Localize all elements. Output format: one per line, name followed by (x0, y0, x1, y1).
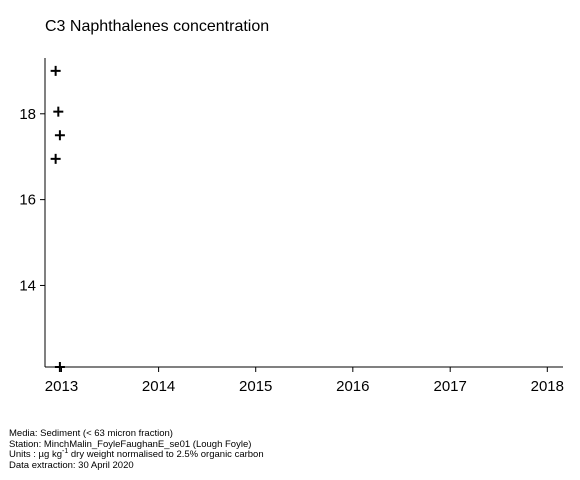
footer-units-prefix: Units : µg kg (9, 449, 62, 460)
footer-units-exponent: -1 (62, 447, 69, 455)
data-point (54, 362, 65, 372)
x-tick-label: 2018 (531, 378, 564, 395)
y-tick-label: 18 (19, 106, 36, 123)
x-tick-label: 2014 (142, 378, 175, 395)
footer-units: Units : µg kg-1 dry weight normalised to… (9, 447, 264, 461)
chart-footer: Media: Sediment (< 63 micron fraction) S… (9, 428, 264, 471)
data-point (53, 106, 64, 117)
data-point (50, 65, 61, 76)
footer-media: Media: Sediment (< 63 micron fraction) (9, 428, 173, 439)
y-tick-label: 14 (19, 277, 36, 294)
footer-units-suffix: dry weight normalised to 2.5% organic ca… (68, 449, 264, 460)
scatter-chart: 2013 2014 2015 2016 2017 2018 14 16 18 (19, 58, 564, 395)
data-point (54, 130, 65, 141)
y-tick-label: 16 (19, 192, 36, 209)
x-tick-label: 2017 (434, 378, 467, 395)
footer-extraction: Data extraction: 30 April 2020 (9, 459, 134, 471)
data-point (50, 153, 61, 164)
x-tick-label: 2013 (45, 378, 78, 395)
chart-title: C3 Naphthalenes concentration (45, 18, 270, 35)
x-tick-label: 2016 (336, 378, 369, 395)
x-tick-label: 2015 (239, 378, 272, 395)
footer-station: Station: MinchMalin_FoyleFaughanE_se01 (… (9, 438, 252, 450)
